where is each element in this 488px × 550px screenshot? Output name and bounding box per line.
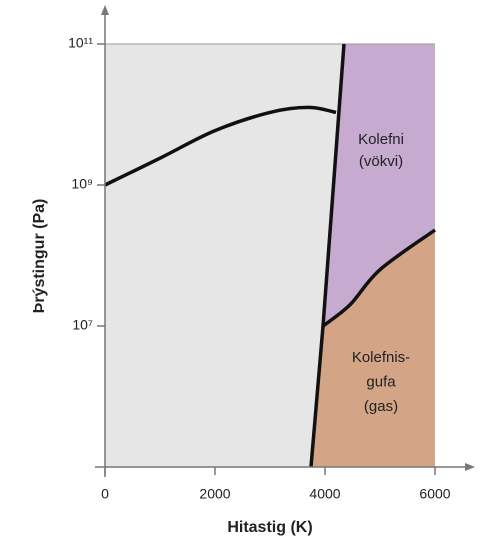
region-label: (gas) xyxy=(364,398,398,415)
y-tick-label: 10⁷ xyxy=(72,317,93,333)
phase-boundary xyxy=(321,228,437,328)
region-label: (vökvi) xyxy=(359,153,403,170)
region-label: Kolefni xyxy=(358,131,404,148)
region-label: Kolefnis- xyxy=(352,349,410,366)
y-axis-title: Þrýstingur (Pa) xyxy=(31,199,48,314)
region-gas xyxy=(310,229,435,467)
x-tick-label: 4000 xyxy=(309,486,340,502)
y-tick-label: 10¹¹ xyxy=(68,35,93,51)
region-label: gufa xyxy=(366,373,396,390)
phase-boundary xyxy=(104,105,337,187)
x-tick-label: 6000 xyxy=(419,486,450,502)
region-liquid xyxy=(323,44,435,326)
x-tick-label: 0 xyxy=(101,486,109,502)
x-axis-title: Hitastig (K) xyxy=(227,519,312,536)
x-tick-label: 2000 xyxy=(199,486,230,502)
y-tick-label: 10⁹ xyxy=(71,176,93,192)
